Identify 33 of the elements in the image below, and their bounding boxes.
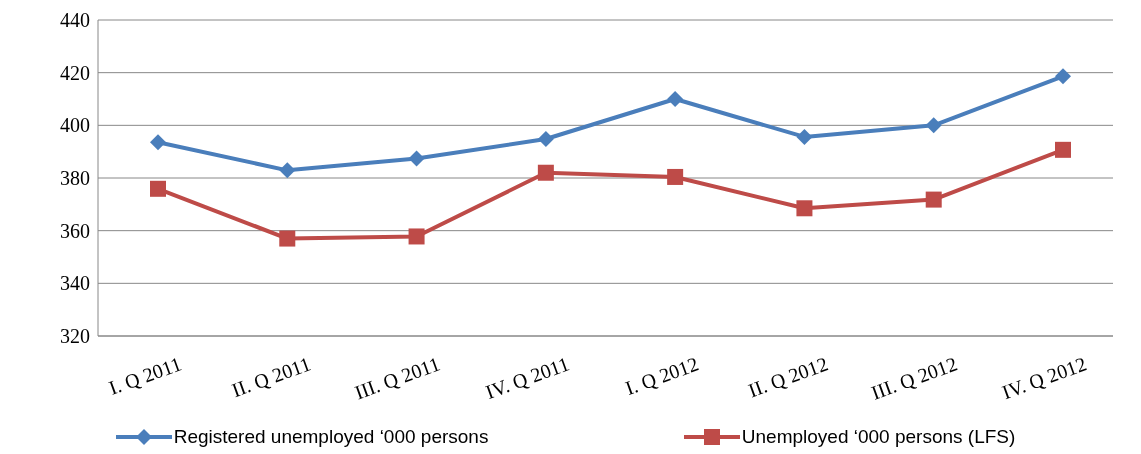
point: [667, 91, 684, 107]
x-tick-label: III. Q 2011: [351, 352, 443, 404]
point: [537, 164, 554, 181]
x-tick-label: I. Q 2011: [105, 352, 185, 399]
y-tick-label: 420: [60, 61, 90, 84]
legend-label: Unemployed ‘000 persons (LFS): [741, 426, 1016, 448]
x-tick-label: II. Q 2011: [228, 352, 314, 402]
x-tick-label: IV. Q 2012: [999, 352, 1090, 404]
point: [925, 117, 942, 134]
point: [279, 230, 296, 247]
x-tick-label: I. Q 2012: [622, 352, 702, 400]
y-tick-label: 400: [60, 114, 90, 137]
point: [408, 228, 425, 245]
point: [1055, 141, 1071, 158]
y-tick-label: 440: [60, 9, 90, 32]
point: [667, 168, 684, 185]
y-tick-label: 340: [60, 272, 90, 295]
point: [796, 128, 813, 145]
x-tick-label: IV. Q 2011: [482, 352, 573, 403]
point: [537, 131, 554, 148]
point: [279, 162, 296, 179]
point: [150, 134, 166, 151]
point: [925, 191, 942, 208]
point: [408, 150, 425, 167]
y-tick-label: 360: [60, 219, 90, 242]
y-tick-label: 320: [60, 325, 90, 348]
y-tick-label: 380: [60, 167, 90, 190]
point: [796, 200, 813, 217]
x-tick-label: II. Q 2012: [745, 352, 831, 402]
point: [1055, 68, 1071, 85]
point: [150, 180, 166, 197]
x-tick-label: III. Q 2012: [868, 352, 960, 404]
legend-label: Registered unemployed ‘000 persons: [173, 426, 489, 448]
